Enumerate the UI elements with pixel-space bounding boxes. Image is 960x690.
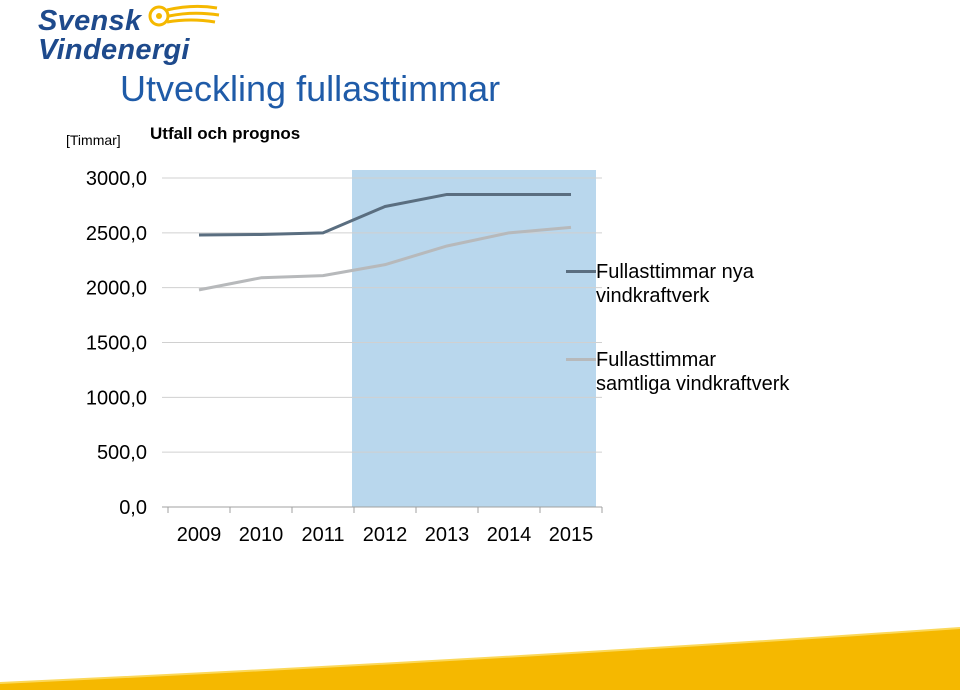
y-tick-label: 3000,0 (86, 168, 147, 190)
page-title: Utveckling fullasttimmar (120, 68, 501, 109)
y-tick-label: 0,0 (119, 497, 147, 519)
y-tick-label: 1500,0 (86, 333, 147, 355)
forecast-highlight-band (352, 170, 596, 507)
chart-subtitle: Utfall och prognos (150, 124, 301, 143)
x-tick-label: 2013 (425, 524, 470, 546)
brand-logo: Svensk Vindenergi (38, 2, 228, 70)
series-line-new (198, 192, 571, 237)
logo-text-line2: Vindenergi (38, 34, 190, 66)
legend-swatch-new (566, 270, 596, 273)
logo-text-line1: Svensk (38, 5, 142, 37)
x-tick-label: 2012 (363, 524, 408, 546)
y-tick-label: 2500,0 (86, 223, 147, 245)
series-line-all (198, 225, 572, 292)
legend-label-new: Fullasttimmar nya vindkraftverk (596, 261, 754, 307)
legend-swatch-all (566, 358, 596, 361)
x-tick-label: 2011 (301, 524, 344, 546)
wind-swirl-icon (148, 4, 220, 27)
y-tick-label: 2000,0 (86, 278, 147, 300)
y-axis-unit-label: [Timmar] (66, 132, 121, 148)
x-tick-label: 2014 (487, 524, 532, 546)
x-tick-label: 2015 (549, 524, 594, 546)
legend-label-all: Fullasttimmar samtliga vindkraftverk (596, 349, 790, 395)
y-tick-label: 500,0 (97, 442, 147, 464)
x-tick-label: 2010 (239, 524, 284, 546)
y-tick-label: 1000,0 (86, 387, 147, 409)
x-tick-label: 2009 (177, 524, 222, 546)
